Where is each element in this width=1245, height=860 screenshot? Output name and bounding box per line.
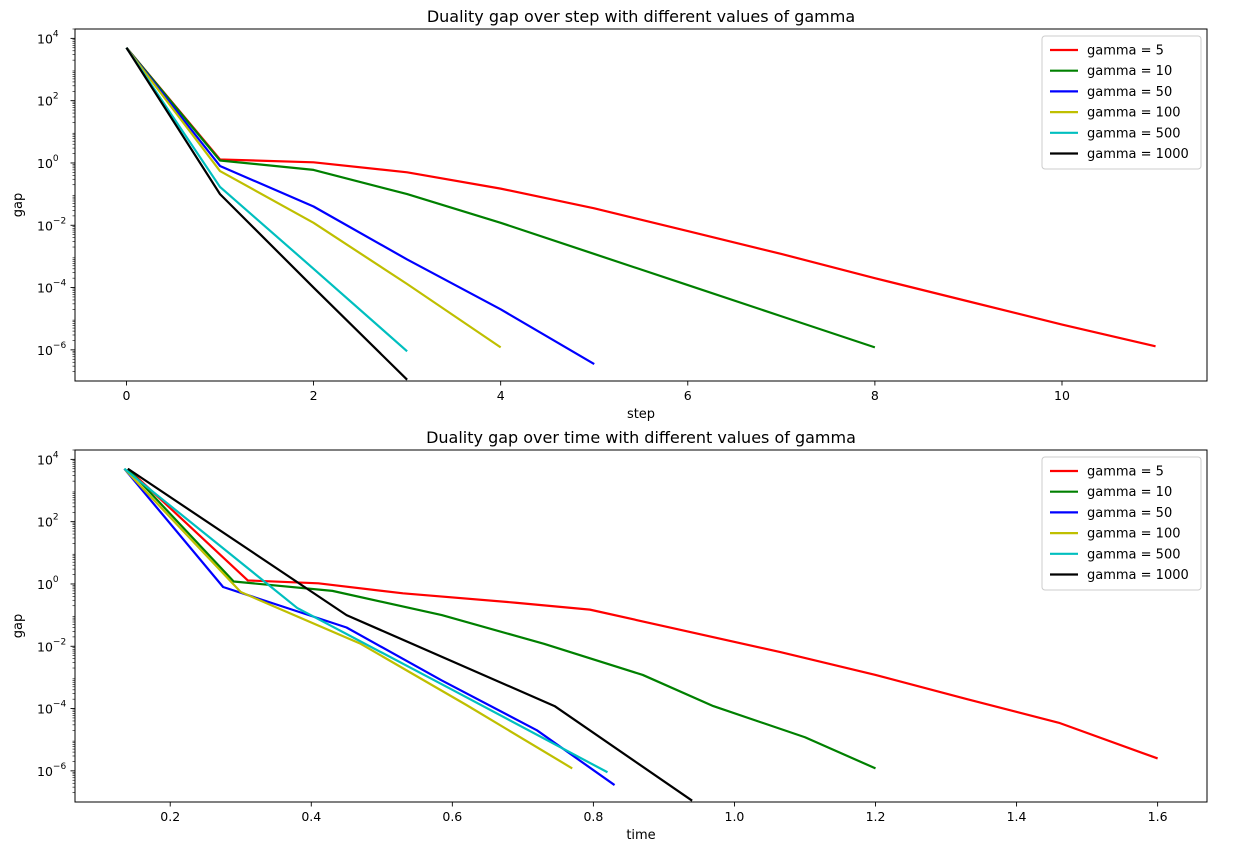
y-tick-base: 10	[37, 31, 53, 46]
y-tick-base: 10	[37, 577, 53, 592]
x-tick-label: 1.4	[1007, 809, 1027, 824]
legend-entry: gamma = 100	[1087, 106, 1180, 121]
x-tick-label: 1.6	[1148, 809, 1168, 824]
x-tick-label: 0.8	[583, 809, 603, 824]
y-tick-label: 100	[37, 575, 59, 592]
y-tick-label: 104	[37, 29, 59, 46]
y-tick-base: 10	[37, 218, 53, 233]
x-tick-label: 1.0	[725, 809, 745, 824]
series-line-4	[123, 467, 573, 770]
series-line-2	[125, 47, 876, 349]
legend-box	[1041, 456, 1202, 591]
y-tick-exponent: −4	[53, 279, 67, 289]
x-tick-label: 0.2	[160, 809, 180, 824]
x-tick-label: 1.2	[866, 809, 886, 824]
y-tick-base: 10	[37, 281, 53, 296]
axes-frame	[74, 449, 1208, 803]
y-axis-label: gap	[11, 193, 26, 217]
y-tick-exponent: −6	[53, 762, 67, 772]
axes-frame	[74, 28, 1208, 382]
y-tick-base: 10	[37, 94, 53, 109]
series-line-1	[127, 467, 1159, 760]
y-tick-label: 10−6	[37, 341, 66, 358]
legend-entry: gamma = 500	[1087, 547, 1180, 562]
series-line-4	[125, 47, 502, 349]
y-tick-label: 10−2	[37, 637, 66, 654]
series-line-3	[125, 47, 595, 365]
x-tick-label: 0.6	[442, 809, 462, 824]
y-tick-base: 10	[37, 702, 53, 717]
x-tick-label: 8	[871, 388, 879, 403]
chart-panel-1: Duality gap over step with different val…	[11, 7, 1208, 422]
series-line-3	[123, 468, 616, 786]
series-group	[123, 467, 1159, 802]
legend: gamma = 5 gamma = 10 gamma = 50 gamma = 100…	[1041, 456, 1202, 591]
y-tick-exponent: −2	[53, 216, 66, 226]
x-tick-label: 2	[310, 388, 318, 403]
y-tick-label: 102	[37, 513, 59, 530]
x-axis-label: time	[626, 828, 655, 843]
y-tick-base: 10	[37, 515, 53, 530]
y-tick-exponent: −2	[53, 637, 66, 647]
y-tick-exponent: 4	[53, 450, 59, 460]
y-tick-base: 10	[37, 764, 53, 779]
legend-entry: gamma = 500	[1087, 126, 1180, 141]
y-tick-base: 10	[37, 343, 53, 358]
series-group	[125, 47, 1156, 381]
y-tick-base: 10	[37, 639, 53, 654]
legend-entry: gamma = 5	[1087, 465, 1164, 480]
legend: gamma = 5 gamma = 10 gamma = 50 gamma = 100…	[1041, 35, 1202, 170]
series-line-5	[125, 47, 408, 353]
x-tick-label: 0	[122, 388, 130, 403]
x-tick-label: 4	[497, 388, 505, 403]
legend-entry: gamma = 10	[1087, 485, 1172, 500]
legend-box	[1041, 35, 1202, 170]
legend-entry: gamma = 50	[1087, 85, 1172, 100]
y-axis-label: gap	[11, 614, 26, 638]
series-line-2	[127, 467, 876, 770]
chart-title: Duality gap over time with different val…	[426, 428, 856, 447]
y-tick-exponent: −6	[53, 341, 67, 351]
series-line-6	[127, 467, 693, 802]
y-tick-label: 104	[37, 450, 59, 467]
y-tick-base: 10	[37, 452, 53, 467]
series-line-1	[125, 47, 1156, 348]
legend-entry: gamma = 5	[1087, 44, 1164, 59]
x-tick-label: 10	[1054, 388, 1070, 403]
y-tick-label: 10−2	[37, 216, 66, 233]
y-tick-label: 10−6	[37, 762, 66, 779]
legend-entry: gamma = 50	[1087, 506, 1172, 521]
x-tick-label: 6	[684, 388, 692, 403]
chart-panel-2: Duality gap over time with different val…	[11, 428, 1208, 843]
legend-entry: gamma = 1000	[1087, 568, 1189, 583]
legend-entry: gamma = 10	[1087, 64, 1172, 79]
legend-entry: gamma = 100	[1087, 527, 1180, 542]
y-tick-exponent: 0	[53, 154, 59, 164]
y-tick-exponent: 4	[53, 29, 59, 39]
series-line-6	[125, 47, 408, 381]
x-tick-label: 0.4	[301, 809, 321, 824]
series-line-5	[123, 467, 609, 774]
y-tick-exponent: 2	[53, 513, 59, 523]
y-tick-label: 100	[37, 154, 59, 171]
y-tick-exponent: 2	[53, 92, 59, 102]
y-tick-exponent: −4	[53, 700, 67, 710]
y-tick-base: 10	[37, 156, 53, 171]
x-axis-label: step	[627, 407, 655, 422]
y-tick-exponent: 0	[53, 575, 59, 585]
legend-entry: gamma = 1000	[1087, 147, 1189, 162]
y-tick-label: 102	[37, 92, 59, 109]
y-tick-label: 10−4	[37, 700, 66, 717]
y-tick-label: 10−4	[37, 279, 66, 296]
chart-title: Duality gap over step with different val…	[427, 7, 855, 26]
